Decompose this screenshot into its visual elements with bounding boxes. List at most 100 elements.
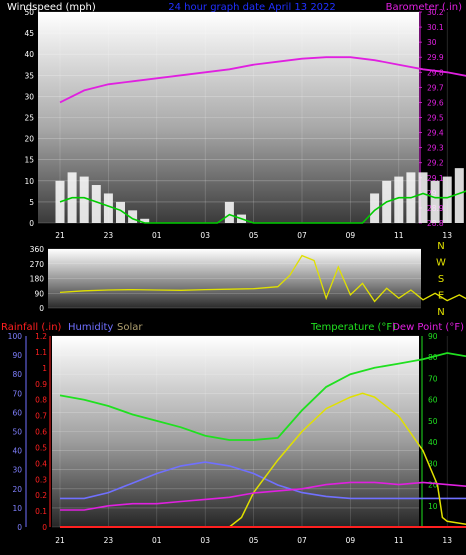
windspeed-bar [224, 201, 234, 223]
time-tick-label: 11 [394, 536, 404, 545]
solar-line [60, 392, 466, 528]
barometer-tick-label: 29.8 [427, 68, 444, 77]
temperature-line [59, 352, 466, 441]
humidity-tick-label: 70 [12, 389, 22, 398]
humidity-tick-label: 90 [12, 351, 22, 360]
time-tick-label: 05 [249, 231, 259, 240]
rainfall-ticks: 0 0.1 0.2 0.3 0.4 0.5 0.6 0.7 0.8 0.9 1 1.1 1.2 [35, 332, 51, 532]
time-tick-label: 11 [394, 231, 404, 240]
barometer-tick-label: 29.2 [427, 159, 444, 168]
windspeed-bar [140, 218, 150, 223]
windspeed-bar [116, 201, 125, 223]
time-tick-label: 09 [346, 231, 356, 240]
temperature-tick-label: 20 [428, 481, 438, 490]
temperature-tick-label: 90 [428, 332, 438, 341]
rainfall-tick-label: 0.6 [35, 428, 47, 437]
solar-axis-label: Solar [117, 322, 143, 333]
time-tick-label: 23 [104, 536, 114, 545]
temperature-tick-label: 80 [428, 353, 438, 362]
humidity-tick-label: 30 [12, 466, 22, 475]
top-time-ticks: 2123010305070911131517192123 [55, 231, 452, 240]
windspeed-bar [430, 180, 440, 223]
direction-grid [48, 248, 421, 309]
humidity-tick-label: 50 [12, 428, 22, 437]
rainfall-tick-label: 0.5 [35, 443, 47, 452]
compass-label: N [437, 241, 444, 252]
compass-label: E [438, 291, 444, 302]
barometer-tick-label: 29.1 [427, 174, 444, 183]
time-tick-label: 09 [346, 536, 356, 545]
barometer-line [59, 56, 466, 104]
windspeed-bar [394, 176, 404, 223]
temperature-tick-label: 30 [428, 459, 438, 468]
rainfall-tick-label: 0.9 [35, 380, 47, 389]
time-tick-label: 23 [104, 231, 114, 240]
humidity-ticks: 0 10 20 30 40 50 60 70 80 90 100 [8, 332, 27, 532]
compass-label: S [438, 274, 444, 285]
temperature-tick-label: 10 [428, 502, 438, 511]
windspeed-tick-label: 10 [24, 177, 34, 186]
barometer-tick-label: 30 [427, 38, 437, 47]
windspeed-bar [103, 193, 113, 223]
time-tick-label: 21 [55, 536, 65, 545]
rainfall-tick-label: 0 [42, 523, 47, 532]
windspeed-axis-label: Windspeed (mph) [7, 2, 96, 13]
humidity-tick-label: 20 [12, 485, 22, 494]
rainfall-tick-label: 0.8 [35, 396, 47, 405]
barometer-tick-label: 30.2 [427, 8, 444, 17]
barometer-tick-label: 29.5 [427, 114, 444, 123]
bottom-series [59, 352, 466, 528]
windspeed-bar [454, 168, 464, 223]
direction-degree-label: 0 [39, 304, 44, 313]
bottom-plot-area [52, 336, 419, 527]
windspeed-tick-label: 15 [24, 156, 34, 165]
rainfall-tick-label: 0.7 [35, 412, 47, 421]
windspeed-bar [442, 176, 452, 223]
time-tick-label: 13 [442, 536, 452, 545]
dewpoint-line [60, 481, 466, 511]
temperature-tick-label: 50 [428, 417, 438, 426]
windspeed-ticks: 0 5 10 15 20 25 30 35 40 45 50 [24, 8, 34, 228]
gust-line [59, 190, 466, 224]
direction-degree-label: 270 [30, 260, 45, 269]
windspeed-bar [418, 172, 428, 223]
barometer-tick-label: 29.4 [427, 129, 444, 138]
barometer-tick-label: 29.6 [427, 98, 444, 107]
windspeed-tick-label: 20 [24, 135, 34, 144]
time-tick-label: 03 [200, 231, 210, 240]
windspeed-bar [91, 185, 101, 223]
windspeed-bar [79, 176, 89, 223]
direction-degree-ticks: 0 90 180 270 360 [30, 245, 45, 313]
dewpoint-axis-label: Dew Point (°F) [392, 322, 464, 333]
time-tick-label: 07 [297, 231, 307, 240]
windspeed-tick-label: 5 [29, 198, 34, 207]
rainfall-tick-label: 1.2 [35, 332, 47, 341]
wind-direction-line [59, 254, 466, 303]
time-tick-label: 01 [152, 536, 162, 545]
barometer-tick-label: 29.7 [427, 83, 444, 92]
barometer-tick-label: 28.8 [427, 219, 444, 228]
barometer-tick-label: 29.3 [427, 144, 444, 153]
humidity-tick-label: 0 [17, 523, 22, 532]
rainfall-tick-label: 0.2 [35, 491, 47, 500]
bottom-time-ticks: 2123010305070911131517192123 [55, 536, 452, 545]
windspeed-tick-label: 0 [29, 219, 34, 228]
temperature-tick-label: 60 [428, 396, 438, 405]
compass-label: W [436, 258, 446, 269]
rainfall-tick-label: 1 [42, 364, 47, 373]
humidity-tick-label: 10 [12, 504, 22, 513]
direction-degree-label: 180 [30, 275, 45, 284]
graph-date-title: 24 hour graph date April 13 2022 [168, 2, 336, 13]
rainfall-tick-label: 0.3 [35, 475, 47, 484]
humidity-axis-label: Humidity [68, 322, 113, 333]
time-tick-label: 13 [442, 231, 452, 240]
windspeed-tick-label: 50 [24, 8, 34, 17]
top-series [55, 56, 466, 224]
time-tick-label: 05 [249, 536, 259, 545]
humidity-tick-label: 80 [12, 370, 22, 379]
compass-label: N [437, 307, 444, 318]
rainfall-tick-label: 0.1 [35, 507, 47, 516]
time-tick-label: 01 [152, 231, 162, 240]
time-tick-label: 21 [55, 231, 65, 240]
